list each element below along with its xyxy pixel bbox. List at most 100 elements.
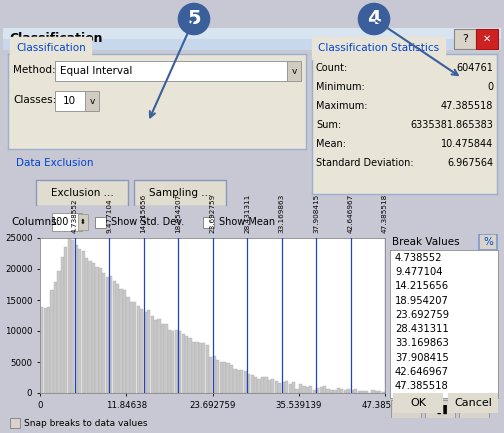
Text: Show Mean: Show Mean — [219, 217, 275, 227]
Bar — [109, 276, 112, 393]
Bar — [154, 320, 157, 393]
Text: 4.738552: 4.738552 — [395, 253, 443, 263]
FancyBboxPatch shape — [476, 29, 498, 49]
Text: 42.646967: 42.646967 — [395, 367, 449, 377]
Text: Classification: Classification — [16, 43, 86, 53]
Bar — [147, 310, 150, 393]
Text: 6335381.865383: 6335381.865383 — [410, 120, 493, 130]
Bar — [288, 384, 292, 393]
Bar — [230, 365, 233, 393]
Bar — [250, 375, 254, 393]
Text: Cancel: Cancel — [454, 398, 492, 408]
Bar — [133, 302, 137, 393]
Text: v: v — [89, 97, 95, 106]
Text: 100: 100 — [51, 217, 69, 227]
Bar — [40, 307, 43, 393]
Bar — [57, 271, 60, 393]
Bar — [282, 382, 285, 393]
Bar — [3, 28, 501, 39]
Bar — [75, 245, 78, 393]
Bar — [43, 308, 47, 393]
Text: Minimum:: Minimum: — [316, 82, 365, 92]
Bar — [144, 312, 147, 393]
Bar — [164, 324, 167, 393]
Circle shape — [178, 3, 210, 35]
Text: ?: ? — [462, 34, 468, 44]
Text: Maximum:: Maximum: — [316, 101, 367, 111]
Text: Equal Interval: Equal Interval — [60, 66, 133, 76]
Bar — [188, 338, 192, 393]
Bar — [306, 387, 309, 393]
Text: %: % — [483, 237, 493, 247]
Bar — [357, 391, 361, 393]
Bar — [220, 362, 223, 393]
Text: Method:: Method: — [13, 65, 55, 75]
Bar — [151, 316, 154, 393]
Bar — [278, 383, 281, 393]
FancyBboxPatch shape — [55, 61, 295, 81]
Bar — [68, 238, 71, 393]
Bar — [226, 363, 230, 393]
Bar — [71, 240, 75, 393]
Text: 6.967564: 6.967564 — [447, 158, 493, 168]
Bar — [333, 390, 337, 393]
Bar — [271, 379, 275, 393]
Text: Columns:: Columns: — [11, 217, 60, 227]
Bar — [364, 391, 367, 393]
Bar — [175, 330, 178, 393]
Bar — [337, 388, 340, 393]
Bar — [347, 389, 350, 393]
Bar — [240, 370, 243, 393]
Bar — [323, 386, 326, 393]
Text: 37.908415: 37.908415 — [313, 194, 319, 233]
Text: 33.169863: 33.169863 — [395, 338, 449, 349]
Bar — [106, 277, 109, 393]
FancyBboxPatch shape — [10, 418, 20, 428]
Bar — [140, 309, 143, 393]
Bar — [199, 343, 202, 393]
Bar — [47, 307, 50, 393]
Bar — [171, 331, 174, 393]
Text: Show Std. Dev.: Show Std. Dev. — [111, 217, 184, 227]
Text: 4.738552: 4.738552 — [72, 198, 78, 233]
Bar — [309, 386, 312, 393]
Bar — [382, 391, 385, 393]
Bar — [102, 273, 105, 393]
Text: 9.477104: 9.477104 — [395, 267, 443, 277]
Bar — [258, 378, 261, 393]
Text: 18.954207: 18.954207 — [175, 194, 181, 233]
Bar — [312, 390, 316, 393]
Bar — [127, 297, 130, 393]
Bar — [206, 345, 209, 393]
Text: Classes:: Classes: — [13, 95, 56, 105]
Bar — [137, 307, 140, 393]
Text: 0: 0 — [487, 82, 493, 92]
Bar — [161, 324, 164, 393]
Text: Snap breaks to data values: Snap breaks to data values — [24, 419, 148, 427]
FancyBboxPatch shape — [447, 392, 499, 414]
Bar — [196, 342, 199, 393]
Bar — [344, 390, 347, 393]
Bar — [265, 377, 268, 393]
Bar — [254, 378, 257, 393]
Bar — [157, 319, 161, 393]
FancyBboxPatch shape — [55, 91, 93, 111]
Bar — [92, 263, 95, 393]
Bar — [50, 291, 53, 393]
Text: OK: OK — [410, 398, 426, 408]
Text: 37.908415: 37.908415 — [395, 352, 449, 362]
Bar — [302, 385, 305, 393]
FancyBboxPatch shape — [425, 400, 455, 418]
Bar — [361, 391, 364, 393]
Bar — [123, 290, 126, 393]
Text: 14.215656: 14.215656 — [141, 194, 147, 233]
Bar — [216, 359, 219, 393]
Bar — [330, 390, 333, 393]
Text: 23.692759: 23.692759 — [210, 194, 216, 233]
Bar — [285, 381, 288, 393]
FancyBboxPatch shape — [479, 234, 497, 250]
Text: 47.385518: 47.385518 — [440, 101, 493, 111]
Bar — [192, 342, 195, 393]
FancyBboxPatch shape — [95, 217, 106, 228]
Bar — [316, 388, 320, 393]
